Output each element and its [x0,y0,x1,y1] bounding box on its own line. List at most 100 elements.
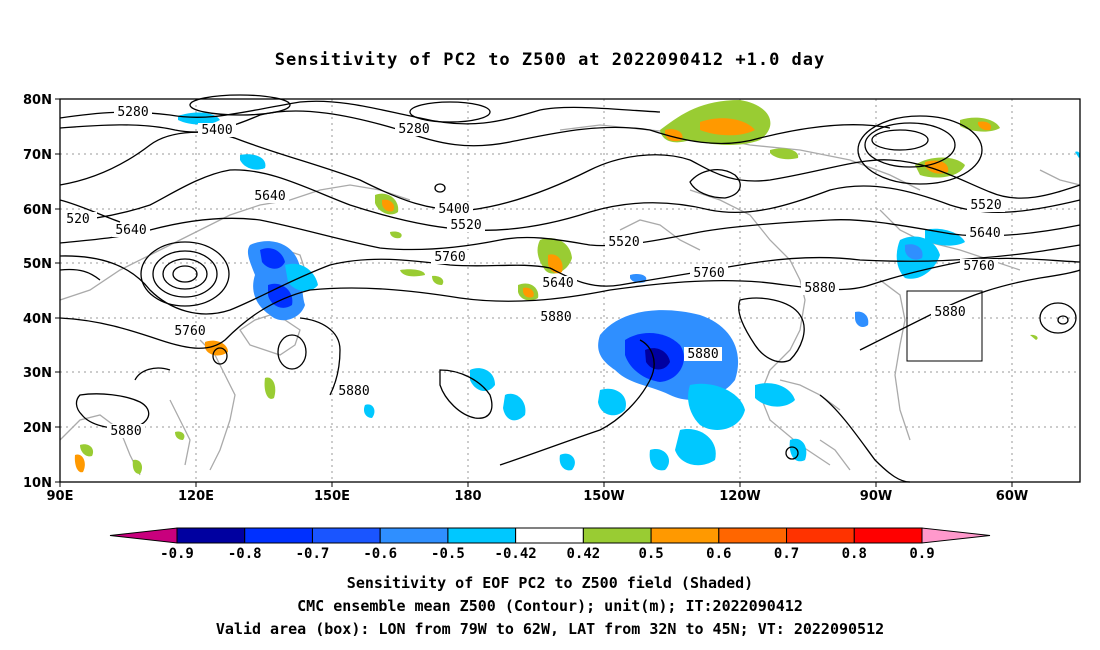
lon-tick-label: 90W [860,489,892,504]
contour-label-bg [171,324,209,338]
z500-contours [59,100,1081,483]
colorbar-swatch [379,527,449,544]
contour-label-bg [435,202,473,216]
colorbar-label: -0.5 [431,546,465,562]
lon-tick-label: 150W [583,489,624,504]
lat-tick-label: 30N [23,366,52,381]
colorbar-swatch [853,527,923,544]
contour-label: 5640 [542,276,573,291]
lat-tick-label: 80N [23,93,52,108]
contour-label-bg [107,424,145,438]
axis-tick-marks [55,98,1013,487]
lon-axis: 90E 120E 150E 180 150W 120W 90W 60W [47,489,1029,504]
contour-label-bg [967,198,1005,212]
lat-tick-label: 40N [23,312,52,327]
contour-label: 5760 [963,259,994,274]
colorbar-label: 0.7 [774,546,799,562]
footer-line-1: Sensitivity of EOF PC2 to Z500 field (Sh… [346,574,754,592]
contour-label: 5760 [174,324,205,339]
colorbar-label: -0.7 [296,546,330,562]
contour-label-bg [198,123,236,137]
shaded-sensitivity [74,100,1081,474]
contour-label: 5400 [201,123,232,138]
lon-tick-label: 150E [314,489,350,504]
contour-label-bg [605,235,643,249]
colorbar: -0.9 -0.8 -0.7 -0.6 -0.5 -0.42 0.42 0.5 0.6 0.7 0.… [109,527,991,562]
contour-label-bg [684,347,722,361]
footer-line-3: Valid area (box): LON from 79W to 62W, L… [215,620,885,638]
contour-label: 5880 [804,281,835,296]
contour-label: 5640 [115,223,146,238]
colorbar-label: -0.8 [228,546,262,562]
valid-area-box [906,290,983,362]
colorbar-swatch [176,527,246,544]
contour-label: 5280 [117,105,148,120]
footer-line-2: CMC ensemble mean Z500 (Contour); unit(m… [297,597,803,615]
contour-label: 5760 [693,266,724,281]
colorbar-swatch [244,527,313,544]
map-frame [59,98,1081,483]
contour-label: 5880 [110,424,141,439]
lat-tick-label: 20N [23,421,52,436]
colorbar-low-extend [109,527,178,544]
lon-tick-label: 120W [719,489,760,504]
lat-tick-label: 60N [23,203,52,218]
contour-label-bg [447,218,485,232]
map-title: Sensitivity of PC2 to Z500 at 2022090412… [274,50,826,70]
colorbar-swatch [311,527,381,544]
contour-label: 5760 [434,250,465,265]
colorbar-swatch [650,527,720,544]
colorbar-label: -0.6 [363,546,397,562]
colorbar-swatch [582,527,652,544]
contour-label: 5880 [934,305,965,320]
contour-label: 5520 [970,198,1001,213]
lon-tick-label: 180 [454,489,481,504]
colorbar-label: 0.9 [909,546,934,562]
coastlines [59,124,1081,476]
colorbar-swatch [447,527,517,544]
lon-tick-label: 120E [178,489,214,504]
contour-label-bg [59,212,97,226]
colorbar-label: 0.5 [638,546,663,562]
colorbar-label: -0.42 [495,546,537,562]
lon-tick-label: 60W [996,489,1028,504]
contour-label-bg [931,305,969,319]
contour-label: 5280 [398,122,429,137]
contour-label: 5880 [540,310,571,325]
contour-label: 5880 [687,347,718,362]
contour-label: 520 [66,212,89,227]
contour-label-bg [801,281,839,295]
contour-label-bg [690,266,728,280]
colorbar-label: 0.6 [706,546,731,562]
contour-label: 5880 [338,384,369,399]
lat-axis: 80N 70N 60N 50N 40N 30N 20N 10N [23,93,52,491]
colorbar-label: 0.8 [842,546,867,562]
contour-label-bg [335,384,373,398]
contour-label: 5640 [254,189,285,204]
colorbar-label: 0.42 [567,546,601,562]
closed-contours [140,94,1077,460]
colorbar-swatch [515,527,584,544]
colorbar-high-extend [921,527,991,544]
colorbar-label: -0.9 [160,546,194,562]
contour-label-bg [960,259,998,273]
contour-label: 5640 [969,226,1000,241]
contour-label: 5400 [438,202,469,217]
contour-label-bg [251,189,289,203]
contour-label-bg [966,226,1004,240]
lat-tick-label: 10N [23,476,52,491]
contour-label: 5520 [450,218,481,233]
contour-label-bg [395,122,433,136]
lat-tick-label: 70N [23,148,52,163]
contour-label-bg [537,310,575,324]
contour-label-bg [112,223,150,237]
lon-tick-label: 90E [47,489,74,504]
colorbar-swatch [718,527,788,544]
colorbar-swatch [786,527,855,544]
contour-label-bg [114,105,152,119]
contour-label-bg [431,250,469,264]
lat-tick-label: 50N [23,257,52,272]
contour-label-bg [539,276,577,290]
